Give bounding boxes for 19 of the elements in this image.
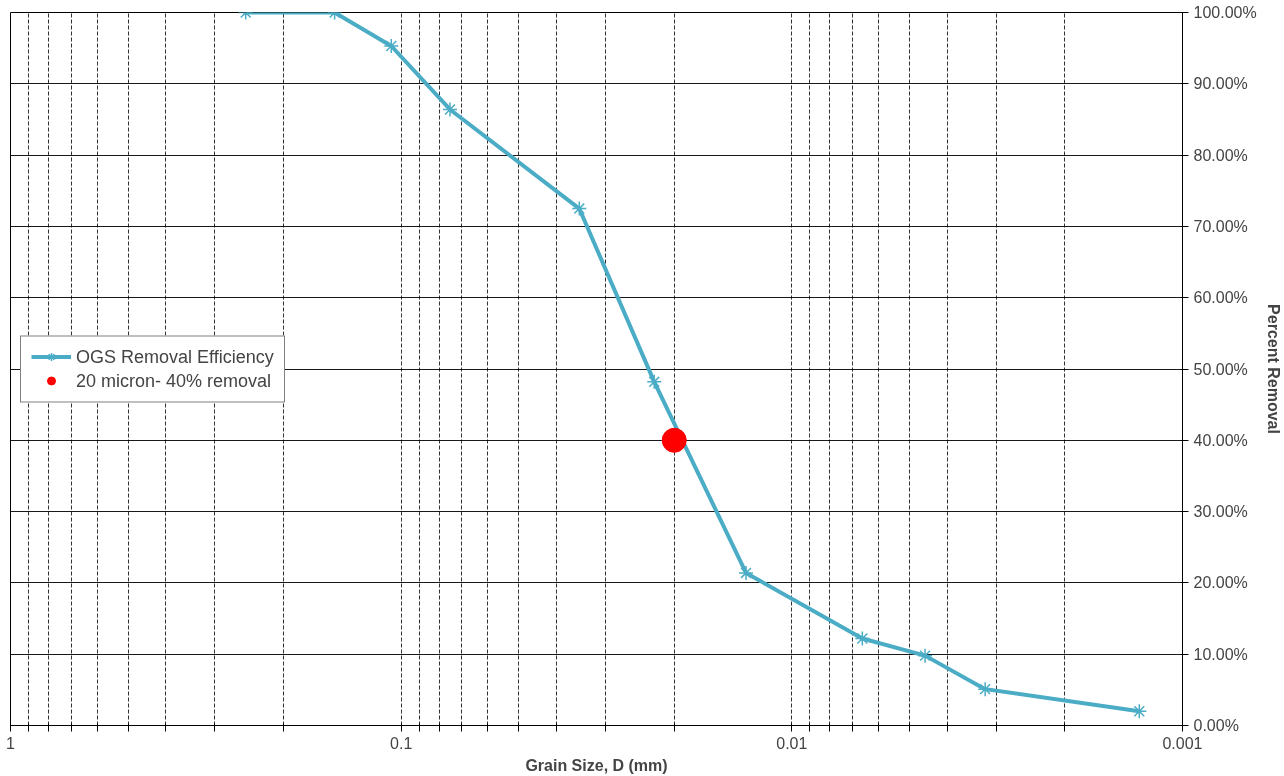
x-tick-label: 0.001 [1162, 734, 1203, 752]
y-tick-label: 60.00% [1193, 289, 1248, 307]
y-tick-label: 80.00% [1193, 146, 1248, 164]
y-tick-label: 70.00% [1193, 217, 1248, 235]
x-axis-title: Grain Size, D (mm) [525, 756, 668, 774]
x-tick-label: 0.01 [776, 734, 808, 752]
y-tick-label: 0.00% [1193, 717, 1239, 734]
y-tick-label: 50.00% [1193, 360, 1248, 378]
y-tick-label: 10.00% [1193, 645, 1248, 663]
legend-label: OGS Removal Efficiency [76, 346, 274, 367]
y-tick-label: 40.00% [1193, 431, 1248, 449]
legend-label: 20 micron- 40% removal [76, 370, 272, 391]
y-tick-label: 100.00% [1193, 4, 1257, 21]
x-tick-label: 1 [6, 734, 16, 752]
y-axis-title: Percent Removal [1264, 304, 1282, 434]
x-tick-label: 0.1 [390, 734, 413, 752]
y-tick-label: 20.00% [1193, 574, 1248, 592]
y-tick-label: 30.00% [1193, 503, 1248, 521]
y-tick-label: 90.00% [1193, 75, 1248, 93]
